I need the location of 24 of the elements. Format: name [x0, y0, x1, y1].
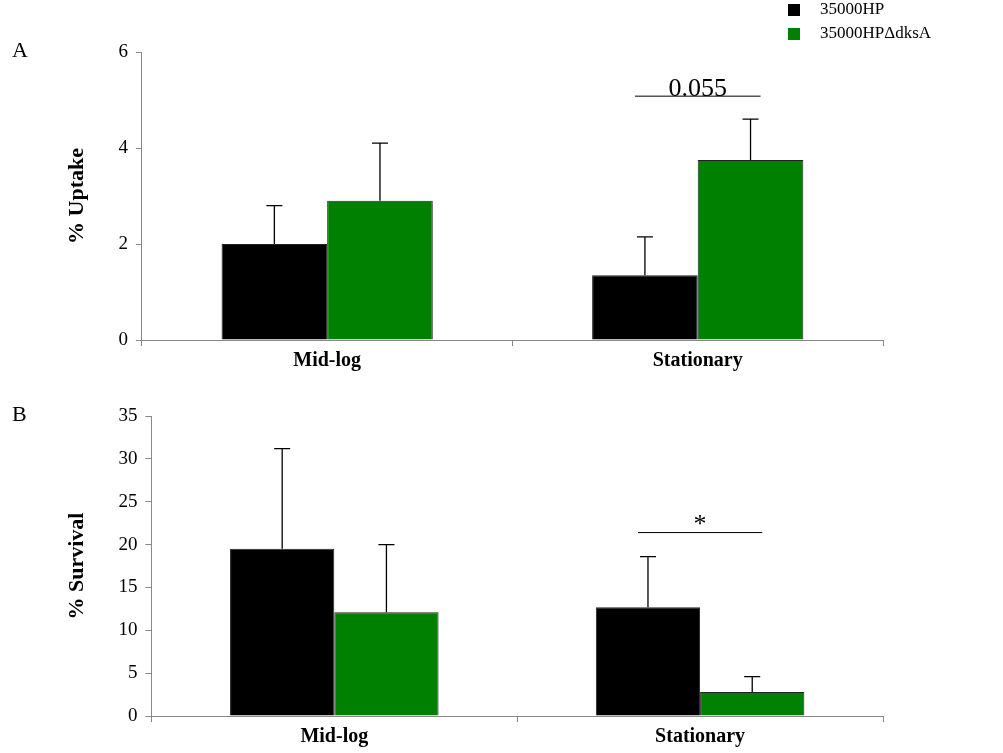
- chart-title: A: [12, 36, 28, 62]
- x-tick-label: Stationary: [652, 348, 743, 372]
- annotation: *: [693, 509, 707, 539]
- x-tick-label: Stationary: [655, 724, 746, 748]
- chart-title: B: [12, 400, 27, 426]
- y-tick-label: 0: [118, 327, 128, 349]
- y-tick-label: 0: [127, 703, 138, 725]
- y-tick-label: 30: [118, 446, 138, 468]
- x-tick-label: Mid-log: [300, 724, 369, 748]
- y-tick-label: 35: [118, 403, 138, 425]
- y-tick-label: 15: [118, 575, 138, 597]
- y-tick-label: 25: [118, 489, 138, 511]
- y-tick-label: 10: [118, 618, 138, 640]
- y-tick-label: 5: [127, 661, 138, 683]
- y-tick-label: 4: [118, 135, 129, 157]
- y-tick-label: 20: [118, 532, 138, 554]
- y-axis-title: % Survival: [62, 512, 88, 620]
- x-tick-label: Mid-log: [293, 348, 362, 372]
- y-tick-label: 6: [118, 39, 128, 61]
- y-axis-title: % Uptake: [62, 147, 88, 244]
- annotation: 0.055: [668, 72, 727, 102]
- legend-label: 35000HP: [820, 0, 885, 19]
- legend-label: 35000HPΔdksA: [820, 23, 932, 43]
- y-tick-label: 2: [118, 231, 128, 253]
